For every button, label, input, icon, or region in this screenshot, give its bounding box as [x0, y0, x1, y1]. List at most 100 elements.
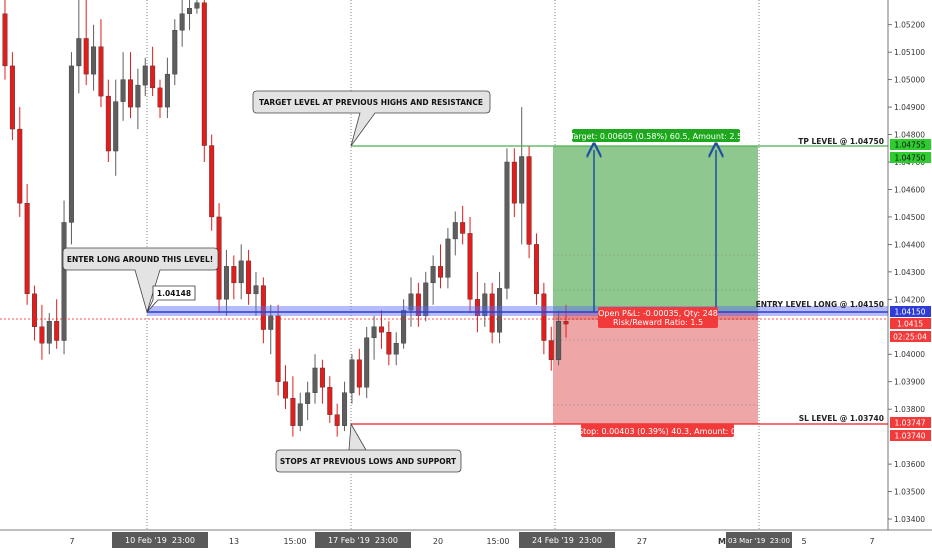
candle[interactable] [342, 381, 348, 432]
candle[interactable] [430, 255, 436, 305]
candle[interactable] [489, 282, 495, 344]
candle[interactable] [9, 52, 15, 141]
candle[interactable] [378, 310, 384, 349]
candle[interactable] [157, 79, 163, 119]
candle-body [9, 65, 15, 130]
candle[interactable] [423, 271, 429, 322]
candle[interactable] [76, 0, 82, 94]
candle[interactable] [371, 315, 377, 360]
candle[interactable] [556, 310, 562, 366]
callout-stops[interactable]: STOPS AT PREVIOUS LOWS AND SUPPORT [275, 422, 462, 473]
candle[interactable] [526, 145, 532, 259]
candle[interactable] [563, 304, 569, 338]
candle[interactable] [113, 79, 119, 176]
candle[interactable] [452, 211, 458, 256]
candle[interactable] [253, 271, 259, 316]
candle[interactable] [268, 304, 274, 355]
candle[interactable] [194, 0, 200, 14]
callout-entry-price[interactable]: 1.04148 [146, 285, 196, 313]
candle[interactable] [246, 249, 252, 305]
candle[interactable] [201, 0, 207, 163]
candle[interactable] [533, 233, 539, 305]
candle[interactable] [91, 24, 97, 91]
candle[interactable] [548, 326, 554, 371]
candle[interactable] [482, 282, 488, 327]
candle[interactable] [187, 0, 193, 31]
candle[interactable] [319, 359, 325, 404]
candle[interactable] [511, 148, 517, 217]
candle[interactable] [142, 57, 148, 97]
candle[interactable] [541, 282, 547, 355]
candle[interactable] [2, 0, 8, 80]
x-tick-1500-a: 15:00 [283, 537, 306, 546]
candle[interactable] [105, 79, 111, 163]
candle[interactable] [393, 332, 399, 366]
candle[interactable] [172, 19, 178, 86]
candle[interactable] [460, 205, 466, 245]
candle[interactable] [438, 244, 444, 289]
candle[interactable] [364, 326, 370, 399]
candle[interactable] [209, 134, 215, 231]
candle[interactable] [17, 107, 23, 217]
candle[interactable] [275, 304, 281, 396]
y-tick-label: 1.03900 [894, 378, 925, 387]
candle[interactable] [32, 285, 38, 341]
candle[interactable] [54, 299, 60, 349]
candle[interactable] [24, 183, 30, 305]
callout-target[interactable]: TARGET LEVEL AT PREVIOUS HIGHS AND RESIS… [252, 90, 491, 147]
candle-body [467, 233, 473, 300]
candle-body [46, 321, 52, 344]
profit-zone[interactable] [553, 146, 758, 312]
loss-zone[interactable] [553, 312, 758, 424]
candle[interactable] [135, 68, 141, 130]
candle[interactable] [467, 216, 473, 314]
candle-body [438, 266, 444, 278]
candle[interactable] [504, 148, 510, 300]
candle[interactable] [415, 282, 421, 327]
candle[interactable] [150, 46, 156, 97]
candle[interactable] [238, 244, 244, 300]
pnl-label-box[interactable] [598, 307, 718, 328]
sl-sub-badge [890, 430, 931, 441]
candle[interactable] [98, 19, 104, 108]
candle[interactable] [61, 200, 67, 355]
candle[interactable] [290, 376, 296, 437]
candle[interactable] [401, 299, 407, 349]
candle[interactable] [283, 365, 288, 410]
candle[interactable] [46, 313, 52, 355]
candle[interactable] [327, 376, 333, 423]
candle[interactable] [164, 57, 170, 119]
x-highlight-1-text: 10 Feb '19 23:00 [125, 536, 195, 545]
price-scale[interactable] [888, 0, 932, 530]
candle[interactable] [305, 381, 311, 421]
candle[interactable] [231, 255, 237, 300]
candle[interactable] [519, 107, 525, 245]
candle[interactable] [83, 0, 89, 86]
candle[interactable] [68, 52, 74, 245]
candle[interactable] [445, 227, 451, 289]
candle[interactable] [39, 304, 45, 360]
candle[interactable] [127, 52, 133, 119]
candle[interactable] [120, 52, 126, 121]
candle[interactable] [334, 403, 340, 437]
target-label-box[interactable] [572, 129, 740, 142]
candle[interactable] [349, 354, 355, 404]
candle[interactable] [408, 277, 414, 327]
candle-body [39, 326, 45, 344]
candle-body [61, 222, 67, 341]
candle[interactable] [312, 354, 318, 404]
time-scale[interactable] [0, 530, 932, 550]
candle[interactable] [474, 271, 480, 333]
candle[interactable] [179, 0, 185, 47]
candle[interactable] [497, 271, 503, 344]
candle[interactable] [386, 321, 392, 366]
candle[interactable] [356, 348, 362, 396]
candle[interactable] [260, 277, 266, 344]
candle[interactable] [223, 249, 229, 316]
stop-label-box[interactable] [581, 424, 734, 437]
candle-body [297, 403, 303, 426]
candles-layer[interactable] [2, 0, 569, 437]
candle[interactable] [297, 392, 303, 432]
